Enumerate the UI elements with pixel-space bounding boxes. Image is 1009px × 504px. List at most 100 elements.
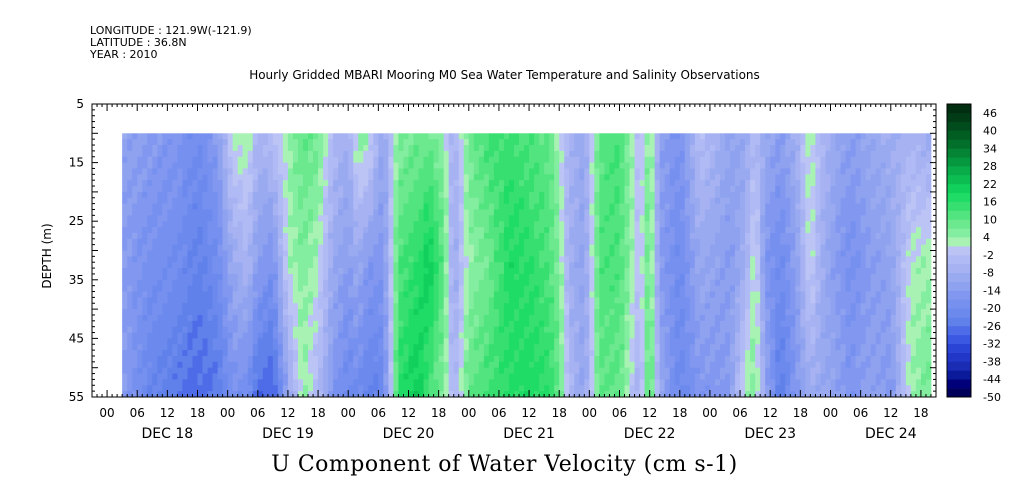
heatmap-cell [519,379,525,386]
heatmap-cell [142,361,148,369]
heatmap-cell [167,344,173,351]
heatmap-cell [564,156,570,163]
heatmap-cell [418,250,424,257]
heatmap-cell [634,309,640,316]
heatmap-cell [453,174,460,181]
heatmap-cell [363,338,369,345]
heatmap-cell [539,355,545,363]
heatmap-cell [649,215,656,222]
heatmap-cell [453,262,460,269]
heatmap-cell [534,162,540,169]
heatmap-cell [654,162,661,169]
heatmap-cell [438,291,445,298]
heatmap-cell [172,238,178,246]
heatmap-cell [478,250,485,257]
heatmap-cell [438,391,445,398]
heatmap-cell [328,291,334,298]
heatmap-cell [448,268,455,275]
heatmap-cell [182,250,188,257]
heatmap-cell [664,162,671,169]
heatmap-cell [343,367,349,374]
heatmap-cell [473,279,480,287]
heatmap-cell [508,168,515,175]
heatmap-cell [257,221,264,228]
heatmap-cell [378,191,384,199]
heatmap-cell [438,139,445,146]
heatmap-cell [252,279,259,287]
heatmap-cell [187,250,193,257]
heatmap-cell [468,209,475,216]
heatmap-cell [664,197,671,205]
heatmap-cell [257,326,264,333]
heatmap-cell [177,309,183,316]
heatmap-cell [363,197,369,205]
heatmap-cell [644,262,651,269]
heatmap-cell [187,391,193,398]
heatmap-cell [458,273,465,281]
heatmap-cell [433,168,440,175]
heatmap-cell [282,133,289,140]
heatmap-cell [388,256,394,263]
heatmap-cell [202,227,208,234]
heatmap-cell [167,285,173,292]
heatmap-cell [473,297,480,304]
heatmap-cell [313,256,319,263]
heatmap-cell [534,379,540,386]
heatmap-cell [157,373,163,380]
heatmap-cell [488,191,495,199]
heatmap-cell [353,344,359,351]
heatmap-cell [644,221,651,228]
heatmap-cell [207,221,213,228]
heatmap-cell [659,256,666,263]
heatmap-cell [564,227,570,234]
heatmap-cell [488,215,495,222]
heatmap-cell [514,215,520,222]
heatmap-cell [418,197,424,205]
heatmap-cell [323,174,329,181]
heatmap-cell [207,162,213,169]
heatmap-cell [413,262,419,269]
heatmap-cell [353,191,359,199]
heatmap-cell [313,209,319,216]
heatmap-cell [297,350,304,357]
heatmap-cell [519,262,525,269]
heatmap-cell [348,297,354,304]
heatmap-cell [137,156,143,163]
heatmap-cell [187,256,193,263]
heatmap-cell [443,191,450,199]
heatmap-cell [237,186,244,193]
heatmap-cell [473,291,480,298]
heatmap-cell [227,162,234,169]
heatmap-cell [197,215,203,222]
heatmap-cell [478,391,485,398]
heatmap-cell [609,338,615,345]
heatmap-cell [463,209,470,216]
heatmap-cell [503,350,510,357]
heatmap-cell [398,168,404,175]
heatmap-cell [363,309,369,316]
heatmap-cell [142,256,148,263]
heatmap-cell [212,373,218,380]
heatmap-cell [594,320,600,328]
heatmap-cell [649,250,656,257]
heatmap-cell [272,279,279,287]
heatmap-cell [569,355,575,363]
heatmap-cell [358,256,364,263]
heatmap-cell [252,209,259,216]
heatmap-cell [318,256,324,263]
heatmap-cell [313,303,319,310]
heatmap-cell [644,150,651,158]
heatmap-cell [182,133,188,140]
heatmap-cell [448,145,455,152]
heatmap-cell [182,309,188,316]
heatmap-cell [674,238,681,246]
heatmap-cell [514,303,520,310]
heatmap-cell [257,350,264,357]
heatmap-cell [343,273,349,281]
heatmap-cell [147,326,153,333]
heatmap-cell [403,139,409,146]
heatmap-cell [549,221,555,228]
heatmap-cell [659,273,666,281]
heatmap-cell [393,174,399,181]
heatmap-cell [519,256,525,263]
